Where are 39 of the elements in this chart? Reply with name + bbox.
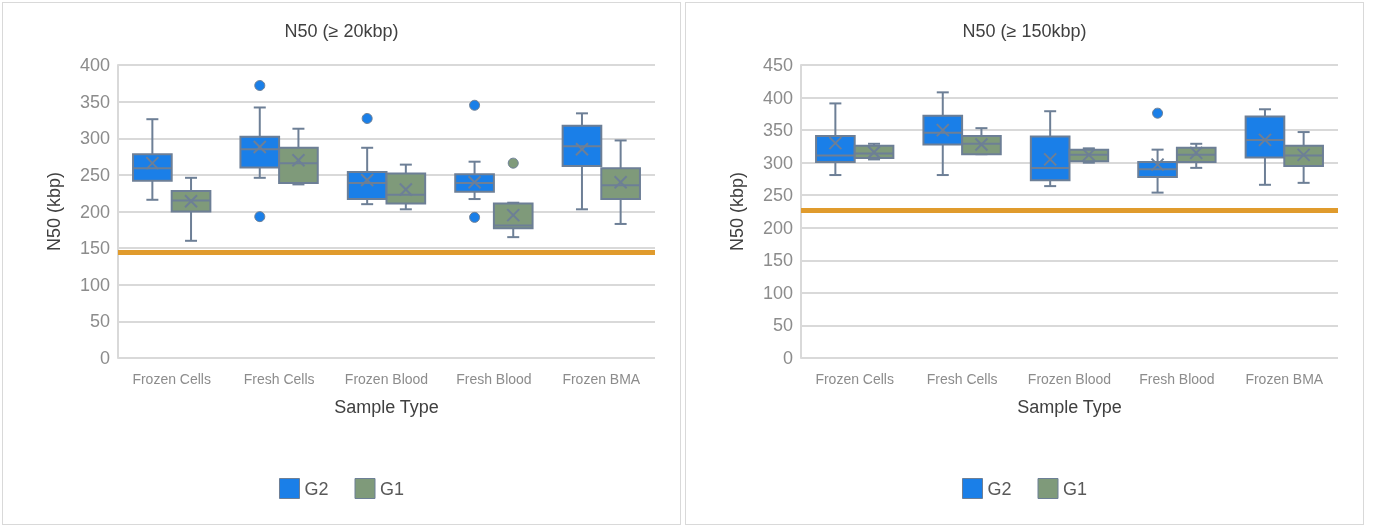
legend-label: G2: [304, 478, 329, 499]
x-tick-label: Frozen BMA: [1245, 371, 1324, 387]
y-tick-label: 50: [89, 311, 110, 332]
legend-label: G2: [987, 478, 1012, 499]
y-tick-label: 0: [99, 348, 110, 368]
x-tick-label: Fresh Blood: [1139, 371, 1215, 387]
y-tick-label: 300: [79, 128, 110, 149]
y-tick-label: 400: [762, 87, 793, 108]
y-tick-label: 350: [79, 91, 110, 112]
x-tick-label: Frozen Blood: [344, 371, 429, 387]
x-axis-title: Sample Type: [1017, 397, 1122, 417]
y-tick-label: 400: [79, 55, 110, 75]
y-tick-label: 450: [762, 55, 793, 75]
y-tick-label: 250: [762, 185, 793, 206]
y-tick-label: 300: [762, 152, 793, 173]
x-tick-label: Fresh Blood: [456, 371, 532, 387]
y-axis-title: N50 (kbp): [727, 171, 747, 252]
x-tick-label: Frozen Cells: [132, 371, 211, 387]
y-tick-label: 150: [762, 250, 793, 271]
legend-label: G1: [380, 478, 405, 499]
x-tick-label: Fresh Cells: [926, 371, 998, 387]
y-tick-label: 100: [79, 274, 110, 295]
legend-label: G1: [1063, 478, 1088, 499]
y-tick-label: 350: [762, 120, 793, 141]
chart-title: N50 (≥ 20kbp): [284, 21, 399, 41]
y-tick-label: 200: [79, 201, 110, 222]
x-tick-label: Frozen Blood: [1027, 371, 1112, 387]
x-tick-label: Fresh Cells: [243, 371, 315, 387]
y-tick-label: 50: [772, 315, 793, 336]
y-tick-label: 100: [762, 282, 793, 303]
y-tick-label: 250: [79, 164, 110, 185]
x-axis-title: Sample Type: [334, 397, 439, 417]
x-tick-label: Frozen BMA: [562, 371, 641, 387]
x-tick-label: Frozen Cells: [815, 371, 894, 387]
chart-title: N50 (≥ 150kbp): [962, 21, 1087, 41]
y-axis-title: N50 (kbp): [44, 171, 64, 252]
y-tick-label: 150: [79, 238, 110, 259]
y-tick-label: 0: [782, 348, 793, 368]
y-tick-label: 200: [762, 217, 793, 238]
